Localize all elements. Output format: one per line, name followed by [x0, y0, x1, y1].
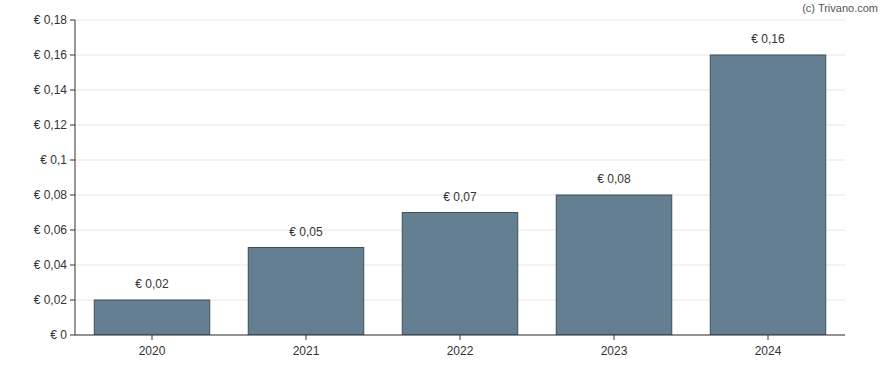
y-tick — [70, 230, 75, 231]
y-tick — [70, 55, 75, 56]
y-tick-label: € 0,02 — [34, 293, 68, 307]
y-tick — [70, 300, 75, 301]
annotation: (c) Trivano.com — [802, 2, 878, 14]
y-tick-label: € 0,16 — [34, 48, 68, 62]
data-label: € 0,05 — [289, 225, 323, 239]
y-axis — [75, 20, 76, 335]
y-tick — [70, 90, 75, 91]
y-tick — [70, 160, 75, 161]
x-tick-label: 2020 — [139, 344, 166, 358]
x-tick-label: 2024 — [755, 344, 782, 358]
y-tick — [70, 335, 75, 336]
x-tick — [768, 335, 769, 340]
x-tick — [306, 335, 307, 340]
y-tick-label: € 0,14 — [34, 83, 68, 97]
x-tick — [152, 335, 153, 340]
x-tick — [460, 335, 461, 340]
bar — [556, 195, 672, 335]
data-label: € 0,08 — [597, 172, 631, 186]
y-tick-label: € 0,18 — [34, 13, 68, 27]
bars — [94, 55, 826, 335]
data-label: € 0,02 — [135, 277, 169, 291]
y-tick-label: € 0,06 — [34, 223, 68, 237]
chart: € 0 € 0,02 € 0,04 € 0,06 € 0,08 € 0,1 € 0,12 € … — [0, 0, 888, 370]
y-tick — [70, 265, 75, 266]
bar — [248, 248, 364, 336]
data-label: € 0,07 — [443, 190, 477, 204]
grid-line — [75, 20, 845, 21]
y-tick-label: € 0,08 — [34, 188, 68, 202]
y-tick-label: € 0 — [50, 328, 67, 342]
y-tick — [70, 195, 75, 196]
y-tick-label: € 0,12 — [34, 118, 68, 132]
y-tick-label: € 0,1 — [40, 153, 67, 167]
y-tick-label: € 0,04 — [34, 258, 68, 272]
x-tick-label: 2023 — [601, 344, 628, 358]
y-tick — [70, 125, 75, 126]
x-tick — [614, 335, 615, 340]
bar — [94, 300, 210, 335]
bar — [402, 213, 518, 336]
bar — [710, 55, 826, 335]
x-tick-label: 2022 — [447, 344, 474, 358]
y-tick — [70, 20, 75, 21]
data-label: € 0,16 — [751, 32, 785, 46]
x-tick-label: 2021 — [293, 344, 320, 358]
